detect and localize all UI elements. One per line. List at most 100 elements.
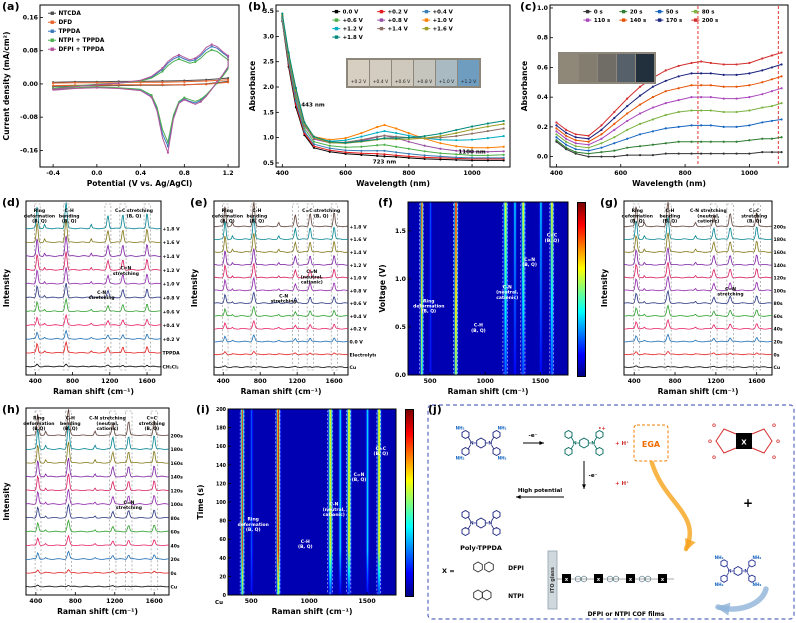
svg-text:C=N: C=N [120,266,131,272]
svg-text:(B, Q): (B, Q) [127,213,142,219]
panel-label-b: (b) [248,0,266,13]
panel-raman-time-2: (h) 400 800 1200 1600 Raman shift (cm⁻¹) Inte… [0,403,194,621]
svg-text:stretching: stretching [271,299,297,305]
svg-text:-0.4: -0.4 [46,170,60,177]
svg-text:C=C stretching: C=C stretching [115,208,153,214]
svg-text:2.0: 2.0 [263,84,275,91]
svg-text:1200: 1200 [106,598,124,605]
svg-text:Wavelength (nm): Wavelength (nm) [632,179,706,188]
svg-text:0.16: 0.16 [23,14,38,21]
svg-text:Ring: Ring [423,298,434,304]
colorbar-f [577,202,586,377]
svg-text:0.5: 0.5 [263,160,274,167]
svg-text:N: N [573,441,577,447]
svg-text:Electrolyte: Electrolyte [350,352,377,358]
svg-text:N: N [470,521,474,527]
panel-label-j: (j) [428,403,442,416]
svg-text:200s: 200s [171,433,184,439]
svg-text:NH₂: NH₂ [456,426,465,431]
svg-text:+ H⁺: + H⁺ [615,440,629,447]
svg-text:C-N: C-N [97,290,106,296]
svg-text:1200: 1200 [101,378,119,385]
svg-text:x: x [597,577,601,583]
svg-text:deformation: deformation [24,213,55,219]
svg-text:(B, Q): (B, Q) [545,238,560,244]
svg-text:x: x [629,577,633,583]
svg-text:(B, Q): (B, Q) [246,527,261,533]
svg-text:bending: bending [660,213,681,219]
svg-text:1.5: 1.5 [263,109,274,116]
svg-text:Ring: Ring [33,416,44,422]
svg-text:cationic): cationic) [323,512,345,518]
svg-text:0.8: 0.8 [537,35,548,42]
svg-text:NH₂: NH₂ [498,426,507,431]
svg-text:60: 60 [219,537,226,543]
photo-inset-b: +0.2 V +0.4 V +0.6 V +0.8 V +1.0 V +1.2 V [346,58,481,88]
svg-text:120s: 120s [171,488,184,494]
svg-text:x: x [661,577,665,583]
svg-text:-e⁻: -e⁻ [589,473,598,479]
svg-text:100s: 100s [774,288,787,294]
svg-text:N: N [470,441,474,447]
svg-text:Voltage (V): Voltage (V) [378,264,387,312]
svg-text:O: O [712,455,716,461]
svg-text:(neutral,: (neutral, [301,274,323,280]
svg-text:High potential: High potential [518,488,562,494]
svg-text:+0.2 V: +0.2 V [350,327,368,333]
svg-text:(B, Q): (B, Q) [522,262,537,268]
svg-text:NTPI: NTPI [508,593,524,600]
svg-text:443 nm: 443 nm [301,102,325,108]
svg-text:Raman shift (cm⁻¹): Raman shift (cm⁻¹) [658,387,739,396]
chart-h: 400 800 1200 1600 Raman shift (cm⁻¹) Intensit… [2,407,184,616]
svg-text:cationic): cationic) [97,426,119,432]
svg-text:stretching: stretching [718,292,744,298]
svg-text:(B, Q): (B, Q) [314,213,329,219]
svg-text:120: 120 [216,481,227,487]
svg-text:NH₂: NH₂ [498,456,507,461]
svg-text:1600: 1600 [138,378,156,385]
svg-text:1.2: 1.2 [223,170,234,177]
svg-text:0.5: 0.5 [395,324,406,331]
svg-text:NTPI + TPPDA: NTPI + TPPDA [58,38,104,44]
svg-text:Intensity: Intensity [600,269,609,307]
svg-text:ITO glass: ITO glass [550,567,556,593]
panel-label-i: (i) [196,403,210,416]
svg-text:(B, Q): (B, Q) [663,219,678,225]
svg-text:Poly-TPPDA: Poly-TPPDA [460,544,502,552]
svg-text:+1.6 V: +1.6 V [350,237,368,243]
svg-text:+0.4 V: +0.4 V [433,10,454,16]
svg-text:1000: 1000 [477,378,495,385]
svg-text:O: O [772,455,776,461]
svg-text:1100 nm: 1100 nm [458,149,485,155]
svg-text:40: 40 [219,556,226,562]
photo-inset-c [558,52,656,84]
svg-text:160s: 160s [774,250,787,256]
svg-text:+1.0 V: +1.0 V [350,276,368,282]
svg-text:0.8: 0.8 [179,170,190,177]
svg-text:stretching: stretching [139,421,165,427]
svg-text:3.0: 3.0 [263,33,275,40]
svg-text:C-H: C-H [474,323,483,329]
svg-text:(B, Q): (B, Q) [421,309,436,315]
svg-text:1200: 1200 [707,378,725,385]
svg-text:800: 800 [254,378,268,385]
svg-text:40s: 40s [171,543,180,549]
svg-text:deformation: deformation [212,213,243,219]
svg-text:600: 600 [339,170,353,177]
svg-text:0.4: 0.4 [135,170,147,177]
svg-text:100s: 100s [171,502,184,508]
panel-raman-heatmap-time: (i) 500 1000 1500 0 20 40 60 80 100 120 140 160 180 2… [194,403,426,621]
svg-text:NH₂: NH₂ [752,555,761,560]
svg-text:20s: 20s [171,557,180,563]
svg-text:160: 160 [216,444,227,450]
svg-text:80s: 80s [171,516,180,522]
panel-label-h: (h) [2,403,20,416]
svg-text:Potential (V vs. Ag/AgCl): Potential (V vs. Ag/AgCl) [87,179,193,188]
panel-label-a: (a) [2,0,20,13]
svg-text:(B, Q): (B, Q) [352,477,367,483]
svg-text:deformation: deformation [23,421,54,427]
panel-label-d: (d) [2,196,20,209]
svg-text:200 s: 200 s [702,18,718,24]
svg-text:20: 20 [219,574,226,580]
svg-text:800: 800 [669,378,683,385]
